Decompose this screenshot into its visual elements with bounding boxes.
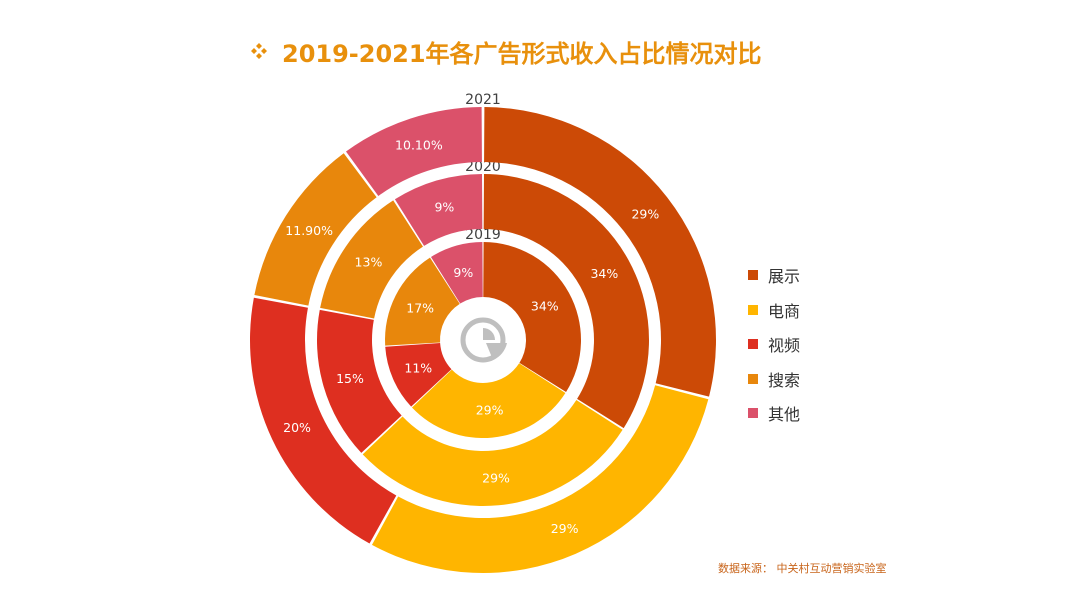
data-label-2019-展示: 34%	[531, 299, 559, 314]
data-label-2021-展示: 29%	[631, 207, 659, 222]
legend-item-展示[interactable]: 展示	[748, 258, 800, 293]
slice-2020-搜索[interactable]	[320, 200, 423, 319]
legend-swatch	[748, 408, 758, 419]
legend-item-其他[interactable]: 其他	[748, 396, 800, 431]
legend-label: 其他	[768, 405, 801, 425]
data-label-2019-电商: 29%	[476, 403, 504, 418]
slice-2021-搜索[interactable]	[254, 153, 377, 306]
data-label-2021-视频: 20%	[283, 420, 311, 435]
slice-2021-电商[interactable]	[371, 385, 709, 573]
ring-label-2021: 2021	[465, 92, 501, 108]
legend-swatch	[748, 304, 758, 315]
legend-label: 视频	[768, 336, 801, 356]
legend-swatch	[748, 373, 758, 384]
slice-2021-其他[interactable]	[345, 107, 482, 197]
slice-2020-其他[interactable]	[394, 174, 483, 246]
legend-label: 展示	[768, 267, 801, 287]
data-label-2020-搜索: 13%	[355, 255, 383, 270]
slice-2019-视频[interactable]	[385, 342, 452, 407]
data-label-2020-展示: 34%	[590, 266, 618, 281]
legend: 展示电商视频搜索其他	[748, 258, 800, 431]
slice-2020-电商[interactable]	[362, 400, 623, 506]
legend-swatch	[748, 270, 758, 281]
legend-label: 搜索	[768, 370, 801, 390]
ring-label-2019: 2019	[465, 227, 501, 243]
legend-item-电商[interactable]: 电商	[748, 293, 800, 328]
data-label-2019-搜索: 17%	[406, 300, 434, 315]
legend-item-视频[interactable]: 视频	[748, 327, 800, 362]
data-label-2021-电商: 29%	[551, 521, 579, 536]
data-label-2020-其他: 9%	[434, 199, 454, 214]
data-label-2020-视频: 15%	[336, 371, 364, 386]
slice-2020-视频[interactable]	[316, 309, 402, 453]
slice-2019-展示[interactable]	[483, 242, 581, 393]
pie-chart-icon	[460, 317, 507, 363]
data-label-2020-电商: 29%	[482, 470, 510, 485]
legend-item-搜索[interactable]: 搜索	[748, 362, 800, 397]
diamond-bullet-icon	[251, 43, 267, 59]
data-label-2019-视频: 11%	[404, 360, 432, 375]
chart-rings: 34% 29% 11% 17% 9% 2019 34% 29% 15% 13% 9% 2020 29% 2…	[250, 92, 717, 573]
data-label-2021-搜索: 11.90%	[285, 223, 333, 238]
data-label-2021-其他: 10.10%	[395, 137, 443, 152]
ring-label-2020: 2020	[465, 159, 501, 175]
slice-2019-搜索[interactable]	[385, 257, 460, 346]
chart-title: 2019-2021年各广告形式收入占比情况对比	[248, 34, 762, 68]
slice-2021-视频[interactable]	[250, 297, 397, 544]
slice-2019-电商[interactable]	[411, 363, 566, 439]
legend-label: 电商	[768, 301, 801, 321]
title-text: 2019-2021年各广告形式收入占比情况对比	[282, 39, 762, 68]
data-label-2019-其他: 9%	[453, 265, 473, 280]
slice-2021-展示[interactable]	[484, 107, 717, 397]
legend-swatch	[748, 339, 758, 350]
slice-2020-展示[interactable]	[483, 174, 649, 429]
slice-2019-其他[interactable]	[430, 242, 483, 304]
data-source: 数据来源： 中关村互动营销实验室	[718, 562, 887, 575]
